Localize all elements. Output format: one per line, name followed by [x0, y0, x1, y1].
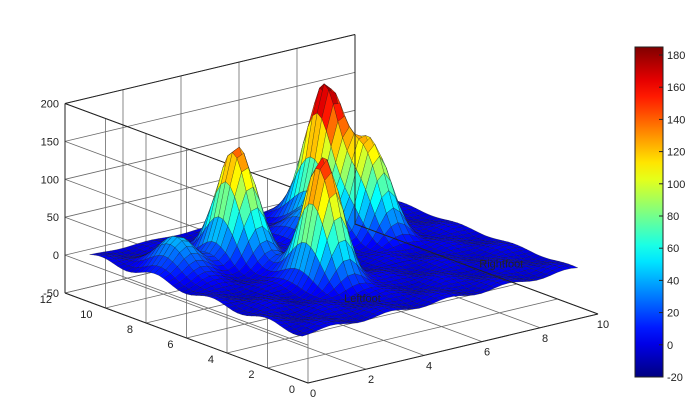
colorbar-tick-label: 100	[667, 179, 685, 191]
axes-front-edges	[64, 34, 599, 384]
x-tick-label: 6	[484, 347, 490, 359]
gridline-left-z	[64, 254, 309, 346]
gridline-floor-y	[267, 298, 558, 369]
gridline-back-z	[64, 72, 356, 142]
colorbar-tick-label: 140	[667, 114, 685, 126]
surface-patch	[565, 265, 579, 269]
colorbar-tick-label: 0	[667, 340, 673, 352]
y-tick-label: 8	[127, 324, 133, 336]
gridline-back-z	[64, 109, 356, 180]
colorbar-tick-label: 60	[667, 243, 679, 255]
z-tick-label: 50	[47, 212, 59, 224]
y-tick-label: 6	[167, 339, 173, 351]
y-tick-label: 4	[208, 354, 214, 366]
z-tick-label: 200	[41, 99, 59, 111]
colorbar-tick-label: 160	[667, 82, 685, 94]
z-tick-label: 150	[41, 136, 59, 148]
surface-annotations: Leftfoot Rightfoot	[344, 258, 523, 305]
colorbar-tick-label: 20	[667, 308, 679, 320]
axis-edge	[64, 103, 309, 194]
y-tick-label: 0	[289, 384, 295, 396]
y-tick-label: 10	[80, 309, 92, 321]
colorbar-tick-label: 180	[667, 50, 685, 62]
axis-edge	[354, 223, 599, 315]
z-tick-label: 0	[53, 250, 59, 262]
colorbar-tick-label: 80	[667, 211, 679, 223]
y-axis-line	[64, 292, 309, 384]
colorbar-tick-label: 120	[667, 147, 685, 159]
annotation-label: Leftfoot	[344, 293, 381, 305]
axis-edge	[64, 34, 356, 104]
x-tick-label: 8	[542, 333, 548, 345]
colorbar-ticks: -20 0 20 40 60 80 100 120 140 160 180	[659, 50, 685, 384]
colorbar-gradient	[634, 46, 664, 378]
colorbar-tick-label: -20	[667, 372, 683, 384]
colorbar: -20 0 20 40 60 80 100 120 140 160 180	[634, 46, 685, 384]
x-tick-label: 2	[368, 374, 374, 386]
z-tick-label: -50	[43, 288, 59, 300]
x-tick-label: 10	[597, 319, 609, 331]
y-tick-label: 12	[40, 294, 52, 306]
x-tick-label: 0	[310, 388, 316, 400]
x-axis-line	[307, 313, 599, 384]
y-tick-label: 2	[248, 369, 254, 381]
colorbar-tick-label: 40	[667, 275, 679, 287]
annotation-label: Rightfoot	[479, 258, 523, 270]
surface-plot	[89, 83, 579, 337]
x-tick-label: 4	[426, 360, 432, 372]
z-tick-label: 100	[41, 174, 59, 186]
